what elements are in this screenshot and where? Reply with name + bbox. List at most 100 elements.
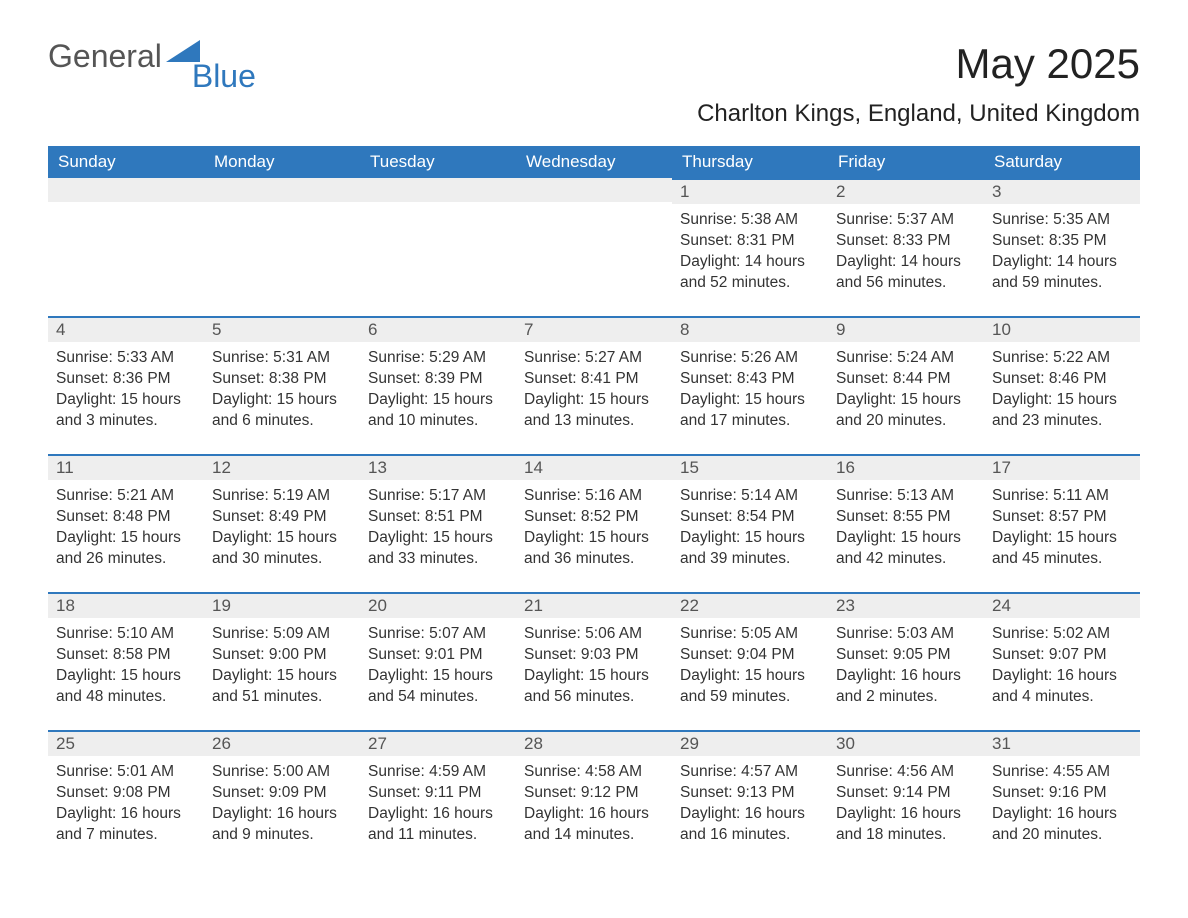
day-number: 10 (984, 316, 1140, 342)
daylight-line: Daylight: 16 hours and 7 minutes. (56, 804, 196, 846)
calendar-day-cell: 1Sunrise: 5:38 AMSunset: 8:31 PMDaylight… (672, 178, 828, 316)
calendar-day-cell: 27Sunrise: 4:59 AMSunset: 9:11 PMDayligh… (360, 730, 516, 868)
day-details: Sunrise: 4:57 AMSunset: 9:13 PMDaylight:… (672, 756, 828, 852)
day-details: Sunrise: 5:02 AMSunset: 9:07 PMDaylight:… (984, 618, 1140, 714)
daylight-line: Daylight: 15 hours and 48 minutes. (56, 666, 196, 708)
calendar-day-cell (360, 178, 516, 316)
day-details: Sunrise: 5:07 AMSunset: 9:01 PMDaylight:… (360, 618, 516, 714)
sunrise-line: Sunrise: 5:14 AM (680, 486, 820, 507)
day-number-empty (48, 178, 204, 202)
day-number-empty (204, 178, 360, 202)
sunset-line: Sunset: 8:35 PM (992, 231, 1132, 252)
day-number-empty (360, 178, 516, 202)
brand-word1: General (48, 40, 162, 72)
day-number: 29 (672, 730, 828, 756)
sunset-line: Sunset: 8:52 PM (524, 507, 664, 528)
daylight-line: Daylight: 14 hours and 56 minutes. (836, 252, 976, 294)
day-details: Sunrise: 5:19 AMSunset: 8:49 PMDaylight:… (204, 480, 360, 576)
daylight-line: Daylight: 15 hours and 54 minutes. (368, 666, 508, 708)
calendar-week-row: 25Sunrise: 5:01 AMSunset: 9:08 PMDayligh… (48, 730, 1140, 868)
sunrise-line: Sunrise: 5:26 AM (680, 348, 820, 369)
daylight-line: Daylight: 15 hours and 56 minutes. (524, 666, 664, 708)
daylight-line: Daylight: 15 hours and 33 minutes. (368, 528, 508, 570)
sunrise-line: Sunrise: 5:27 AM (524, 348, 664, 369)
sunset-line: Sunset: 8:51 PM (368, 507, 508, 528)
day-number: 9 (828, 316, 984, 342)
day-number: 30 (828, 730, 984, 756)
calendar-day-cell: 22Sunrise: 5:05 AMSunset: 9:04 PMDayligh… (672, 592, 828, 730)
day-details: Sunrise: 5:05 AMSunset: 9:04 PMDaylight:… (672, 618, 828, 714)
weekday-header-row: Sunday Monday Tuesday Wednesday Thursday… (48, 146, 1140, 178)
calendar-day-cell: 11Sunrise: 5:21 AMSunset: 8:48 PMDayligh… (48, 454, 204, 592)
sunrise-line: Sunrise: 5:29 AM (368, 348, 508, 369)
day-number: 12 (204, 454, 360, 480)
daylight-line: Daylight: 16 hours and 14 minutes. (524, 804, 664, 846)
sunset-line: Sunset: 9:14 PM (836, 783, 976, 804)
sunset-line: Sunset: 8:41 PM (524, 369, 664, 390)
day-details: Sunrise: 5:29 AMSunset: 8:39 PMDaylight:… (360, 342, 516, 438)
calendar-day-cell: 5Sunrise: 5:31 AMSunset: 8:38 PMDaylight… (204, 316, 360, 454)
day-number: 21 (516, 592, 672, 618)
weekday-header: Thursday (672, 146, 828, 178)
sunset-line: Sunset: 8:39 PM (368, 369, 508, 390)
day-number: 24 (984, 592, 1140, 618)
weekday-header: Tuesday (360, 146, 516, 178)
daylight-line: Daylight: 16 hours and 20 minutes. (992, 804, 1132, 846)
sunrise-line: Sunrise: 5:22 AM (992, 348, 1132, 369)
sunrise-line: Sunrise: 5:10 AM (56, 624, 196, 645)
sunrise-line: Sunrise: 5:01 AM (56, 762, 196, 783)
daylight-line: Daylight: 14 hours and 52 minutes. (680, 252, 820, 294)
day-number: 16 (828, 454, 984, 480)
daylight-line: Daylight: 15 hours and 30 minutes. (212, 528, 352, 570)
calendar-day-cell: 30 Sunrise: 4:56 AMSunset: 9:14 PMDayligh… (828, 730, 984, 868)
daylight-line: Daylight: 15 hours and 23 minutes. (992, 390, 1132, 432)
calendar-week-row: 4Sunrise: 5:33 AMSunset: 8:36 PMDaylight… (48, 316, 1140, 454)
sunset-line: Sunset: 8:33 PM (836, 231, 976, 252)
calendar-day-cell (516, 178, 672, 316)
calendar-day-cell: 15Sunrise: 5:14 AMSunset: 8:54 PMDayligh… (672, 454, 828, 592)
daylight-line: Daylight: 16 hours and 18 minutes. (836, 804, 976, 846)
calendar-day-cell: 29Sunrise: 4:57 AMSunset: 9:13 PMDayligh… (672, 730, 828, 868)
sunrise-line: Sunrise: 5:24 AM (836, 348, 976, 369)
sunrise-line: Sunrise: 5:13 AM (836, 486, 976, 507)
sunset-line: Sunset: 9:12 PM (524, 783, 664, 804)
sunrise-line: Sunrise: 4:56 AM (836, 762, 976, 783)
day-number-empty (516, 178, 672, 202)
sunset-line: Sunset: 8:36 PM (56, 369, 196, 390)
calendar-day-cell: 2Sunrise: 5:37 AMSunset: 8:33 PMDaylight… (828, 178, 984, 316)
calendar-week-row: 11Sunrise: 5:21 AMSunset: 8:48 PMDayligh… (48, 454, 1140, 592)
day-number: 25 (48, 730, 204, 756)
calendar-day-cell: 31Sunrise: 4:55 AMSunset: 9:16 PMDayligh… (984, 730, 1140, 868)
sunrise-line: Sunrise: 5:02 AM (992, 624, 1132, 645)
calendar-day-cell: 10Sunrise: 5:22 AMSunset: 8:46 PMDayligh… (984, 316, 1140, 454)
calendar-day-cell: 24Sunrise: 5:02 AMSunset: 9:07 PMDayligh… (984, 592, 1140, 730)
sunrise-line: Sunrise: 5:11 AM (992, 486, 1132, 507)
day-details: Sunrise: 5:26 AMSunset: 8:43 PMDaylight:… (672, 342, 828, 438)
calendar-day-cell (204, 178, 360, 316)
calendar-day-cell: 17Sunrise: 5:11 AMSunset: 8:57 PMDayligh… (984, 454, 1140, 592)
sunrise-line: Sunrise: 5:03 AM (836, 624, 976, 645)
day-details: Sunrise: 4:58 AMSunset: 9:12 PMDaylight:… (516, 756, 672, 852)
weekday-header: Saturday (984, 146, 1140, 178)
day-details: Sunrise: 5:13 AMSunset: 8:55 PMDaylight:… (828, 480, 984, 576)
sunset-line: Sunset: 9:07 PM (992, 645, 1132, 666)
day-details: Sunrise: 5:06 AMSunset: 9:03 PMDaylight:… (516, 618, 672, 714)
daylight-line: Daylight: 15 hours and 39 minutes. (680, 528, 820, 570)
calendar-day-cell: 16Sunrise: 5:13 AMSunset: 8:55 PMDayligh… (828, 454, 984, 592)
day-number: 2 (828, 178, 984, 204)
day-number: 18 (48, 592, 204, 618)
day-details: Sunrise: 5:27 AMSunset: 8:41 PMDaylight:… (516, 342, 672, 438)
calendar-day-cell: 25Sunrise: 5:01 AMSunset: 9:08 PMDayligh… (48, 730, 204, 868)
sunrise-line: Sunrise: 4:57 AM (680, 762, 820, 783)
page-header: General Blue May 2025 Charlton Kings, En… (48, 40, 1140, 128)
calendar-day-cell: 19Sunrise: 5:09 AMSunset: 9:00 PMDayligh… (204, 592, 360, 730)
sunset-line: Sunset: 9:16 PM (992, 783, 1132, 804)
sunrise-line: Sunrise: 5:00 AM (212, 762, 352, 783)
day-number: 5 (204, 316, 360, 342)
day-number: 7 (516, 316, 672, 342)
day-details: Sunrise: 5:01 AMSunset: 9:08 PMDaylight:… (48, 756, 204, 852)
day-number: 11 (48, 454, 204, 480)
day-details: Sunrise: 5:16 AMSunset: 8:52 PMDaylight:… (516, 480, 672, 576)
weekday-header: Sunday (48, 146, 204, 178)
month-title: May 2025 (697, 40, 1140, 88)
